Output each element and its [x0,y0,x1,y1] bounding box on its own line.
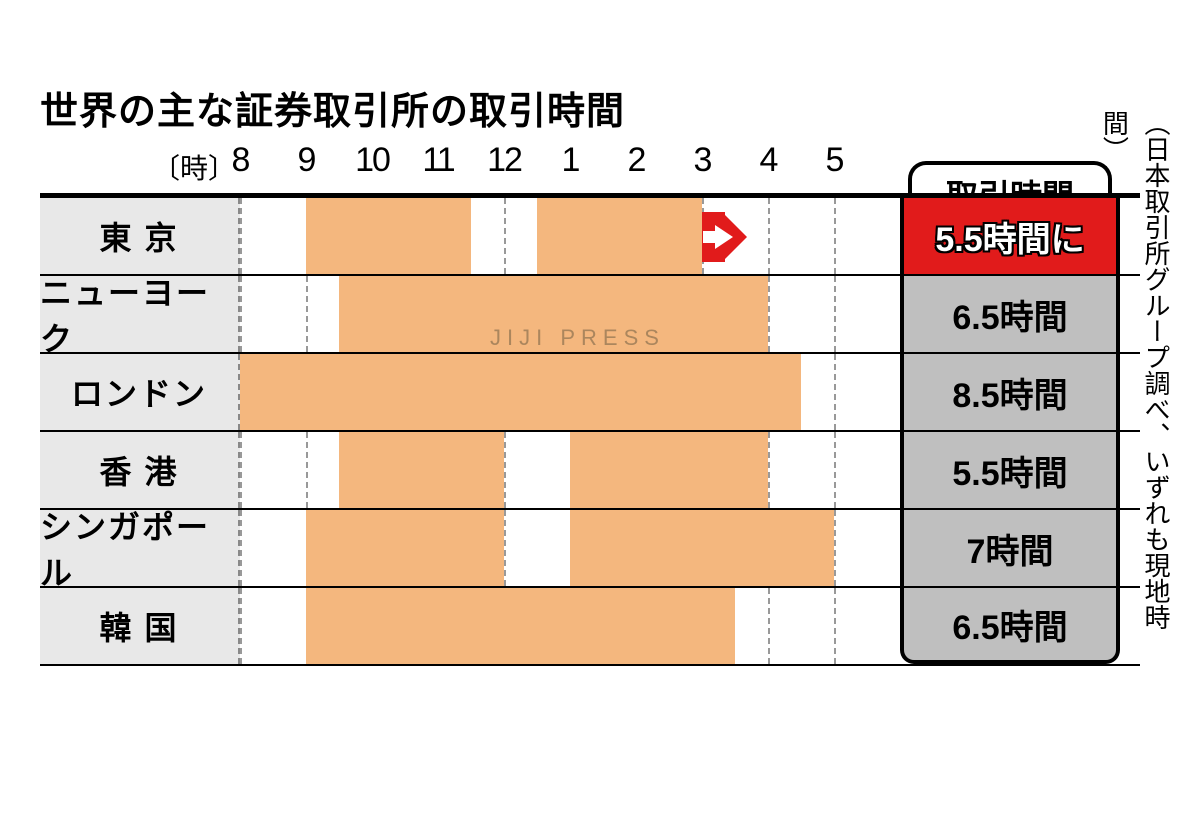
gridline [240,432,242,508]
trading-bar [570,432,768,508]
gridline [240,510,242,586]
duration-value: 5.5時間 [900,432,1120,508]
axis-tick: 4 [760,141,777,180]
duration-value: 6.5時間 [900,588,1120,664]
table-row: 韓 国 6.5時間 [40,588,1140,666]
source-note: （日本取引所グループ調べ、いずれも現地時間） [1093,110,1176,630]
trading-bar [339,432,504,508]
gridline [504,198,506,274]
chart-container: 世界の主な証券取引所の取引時間 〔時〕 8910111212345 取引時間 東… [40,80,1140,666]
table-row: ロンドン 8.5時間 [40,354,1140,432]
axis-tick: 1 [562,141,579,180]
row-label: ニューヨーク [40,276,240,352]
gridline [768,276,770,352]
gridline [240,198,242,274]
gridline [240,588,242,664]
axis-tick: 11 [422,141,453,180]
axis-spacer: 〔時〕 [40,147,240,187]
axis-tick: 2 [628,141,645,180]
axis-ticks: 8910111212345 [240,141,900,193]
row-chart [240,198,900,274]
grid-area: 東 京5.5時間にニューヨーク6.5時間ロンドン8.5時間香 港5.5時間シンガ… [40,193,1140,666]
trading-bar [306,588,735,664]
row-chart [240,354,900,430]
duration-value: 6.5時間 [900,276,1120,352]
duration-value: 7時間 [900,510,1120,586]
row-label: 東 京 [40,198,240,274]
table-row: シンガポール 7時間 [40,510,1140,588]
gridline [306,276,308,352]
gridline [834,510,836,586]
gridline [834,432,836,508]
row-label: シンガポール [40,510,240,586]
axis-tick: 10 [355,141,389,180]
gridline [306,432,308,508]
axis-tick: 9 [298,141,315,180]
row-label: 韓 国 [40,588,240,664]
row-chart [240,432,900,508]
chart-title: 世界の主な証券取引所の取引時間 [40,80,1140,135]
gridline [504,432,506,508]
gridline [834,354,836,430]
gridline [834,276,836,352]
row-label: 香 港 [40,432,240,508]
trading-bar [570,510,834,586]
gridline [768,432,770,508]
gridline [504,510,506,586]
gridline [834,588,836,664]
row-chart [240,588,900,664]
axis-unit-label: 〔時〕 [152,147,236,187]
axis-tick: 3 [694,141,711,180]
gridline [834,198,836,274]
duration-highlight: 5.5時間に [900,198,1120,274]
row-chart [240,510,900,586]
extension-arrow-icon [702,212,725,262]
table-row: 香 港 5.5時間 [40,432,1140,510]
axis-tick: 5 [826,141,843,180]
gridline [240,276,242,352]
gridline [768,198,770,274]
row-label: ロンドン [40,354,240,430]
axis-tick: 12 [487,141,521,180]
watermark: JIJI PRESS [490,325,665,351]
gridline [768,588,770,664]
trading-bar [306,510,504,586]
table-row: 東 京 5.5時間に [40,198,1140,276]
axis-row: 〔時〕 8910111212345 取引時間 [40,141,1140,193]
axis-tick: 8 [232,141,249,180]
trading-bar [537,198,702,274]
trading-bar [240,354,801,430]
trading-bar [306,198,471,274]
duration-value: 8.5時間 [900,354,1120,430]
